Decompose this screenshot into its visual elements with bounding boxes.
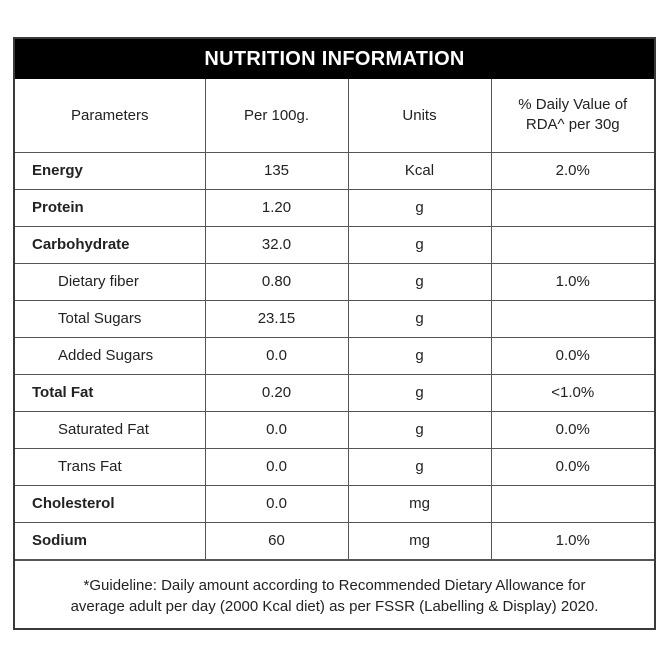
cell-unit: g xyxy=(347,262,492,301)
cell-parameter: Protein xyxy=(15,188,206,227)
table-row: Sodium 60 mg 1.0% xyxy=(15,521,654,560)
footnote-line2: average adult per day (2000 Kcal diet) a… xyxy=(70,598,599,615)
header-row: Parameters Per 100g. Units % Daily Value… xyxy=(15,79,654,153)
cell-per-100g: 0.0 xyxy=(204,336,349,375)
panel-title: NUTRITION INFORMATION xyxy=(204,47,465,70)
header-dv-line2: RDA^ per 30g xyxy=(525,116,620,134)
cell-daily-value xyxy=(490,225,654,264)
cell-unit: g xyxy=(347,410,492,449)
header-units: Units xyxy=(347,79,492,153)
header-dv-line1: % Daily Value of xyxy=(518,96,628,114)
cell-parameter: Cholesterol xyxy=(15,484,206,523)
table-row: Trans Fat 0.0 g 0.0% xyxy=(15,447,654,486)
header-per-100g: Per 100g. xyxy=(204,79,349,153)
cell-daily-value: 0.0% xyxy=(490,410,654,449)
cell-daily-value: 1.0% xyxy=(490,521,654,560)
cell-per-100g: 0.0 xyxy=(204,410,349,449)
cell-per-100g: 135 xyxy=(204,151,349,190)
cell-daily-value: 2.0% xyxy=(490,151,654,190)
table-row: Dietary fiber 0.80 g 1.0% xyxy=(15,262,654,301)
cell-per-100g: 60 xyxy=(204,521,349,560)
cell-per-100g: 0.20 xyxy=(204,373,349,412)
table-row: Protein 1.20 g xyxy=(15,188,654,227)
cell-daily-value xyxy=(490,484,654,523)
cell-parameter: Carbohydrate xyxy=(15,225,206,264)
footnote: *Guideline: Daily amount according to Re… xyxy=(15,559,654,632)
title-bar: NUTRITION INFORMATION xyxy=(15,39,654,79)
cell-unit: g xyxy=(347,373,492,412)
cell-per-100g: 32.0 xyxy=(204,225,349,264)
cell-unit: mg xyxy=(347,521,492,560)
header-parameters: Parameters xyxy=(15,79,206,153)
cell-per-100g: 0.0 xyxy=(204,447,349,486)
header-daily-value: % Daily Value of RDA^ per 30g xyxy=(490,79,654,153)
cell-unit: g xyxy=(347,336,492,375)
cell-daily-value: 0.0% xyxy=(490,336,654,375)
cell-parameter: Saturated Fat xyxy=(15,410,206,449)
cell-daily-value: 0.0% xyxy=(490,447,654,486)
cell-unit: g xyxy=(347,447,492,486)
table-row: Total Sugars 23.15 g xyxy=(15,299,654,338)
footnote-line1: *Guideline: Daily amount according to Re… xyxy=(83,577,586,594)
table-row: Saturated Fat 0.0 g 0.0% xyxy=(15,410,654,449)
cell-unit: Kcal xyxy=(347,151,492,190)
nutrition-table: Parameters Per 100g. Units % Daily Value… xyxy=(15,79,654,560)
cell-unit: g xyxy=(347,225,492,264)
nutrition-panel: NUTRITION INFORMATION Parameters Per 100… xyxy=(13,37,656,630)
cell-parameter: Total Fat xyxy=(15,373,206,412)
cell-per-100g: 23.15 xyxy=(204,299,349,338)
cell-unit: g xyxy=(347,188,492,227)
table-row: Cholesterol 0.0 mg xyxy=(15,484,654,523)
cell-per-100g: 0.80 xyxy=(204,262,349,301)
cell-per-100g: 1.20 xyxy=(204,188,349,227)
cell-parameter: Energy xyxy=(15,151,206,190)
cell-parameter: Trans Fat xyxy=(15,447,206,486)
cell-daily-value: <1.0% xyxy=(490,373,654,412)
cell-parameter: Total Sugars xyxy=(15,299,206,338)
cell-unit: mg xyxy=(347,484,492,523)
table-row: Energy 135 Kcal 2.0% xyxy=(15,151,654,190)
cell-per-100g: 0.0 xyxy=(204,484,349,523)
cell-daily-value: 1.0% xyxy=(490,262,654,301)
table-body: Energy 135 Kcal 2.0% Protein 1.20 g Carbohydrat… xyxy=(15,151,654,560)
cell-daily-value xyxy=(490,299,654,338)
cell-parameter: Sodium xyxy=(15,521,206,560)
cell-parameter: Dietary fiber xyxy=(15,262,206,301)
cell-parameter: Added Sugars xyxy=(15,336,206,375)
cell-daily-value xyxy=(490,188,654,227)
table-row: Added Sugars 0.0 g 0.0% xyxy=(15,336,654,375)
table-row: Carbohydrate 32.0 g xyxy=(15,225,654,264)
cell-unit: g xyxy=(347,299,492,338)
table-row: Total Fat 0.20 g <1.0% xyxy=(15,373,654,412)
